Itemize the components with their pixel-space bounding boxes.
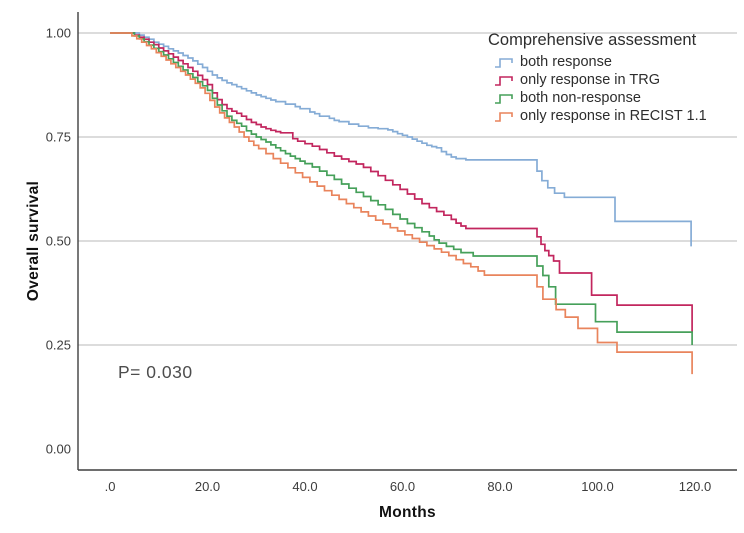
x-tick-labels: .0 20.0 40.0 60.0 80.0 100.0 120.0 xyxy=(105,479,712,494)
axes xyxy=(77,12,737,471)
legend-item: only response in TRG xyxy=(488,71,707,89)
y-tick-label: 1.00 xyxy=(46,26,71,41)
curve-both-response xyxy=(110,32,692,247)
legend-item-label: only response in RECIST 1.1 xyxy=(520,108,707,124)
x-tick-label: 120.0 xyxy=(679,479,712,494)
legend-line-swatch xyxy=(495,58,513,68)
legend-item: only response in RECIST 1.1 xyxy=(488,107,707,125)
y-tick-label: 0.25 xyxy=(46,338,71,353)
curve-only-response-in-trg xyxy=(110,32,693,333)
legend-line-swatch xyxy=(495,112,513,122)
x-tick-label: .0 xyxy=(105,479,116,494)
x-tick-label: 60.0 xyxy=(390,479,415,494)
legend-line-swatch xyxy=(495,76,513,86)
x-tick-label: 100.0 xyxy=(581,479,614,494)
curve-only-response-in-recist-1-1 xyxy=(110,32,693,375)
y-axis-title: Overall survival xyxy=(25,180,42,302)
legend-item-label: only response in TRG xyxy=(520,72,660,88)
curve-both-non-response xyxy=(110,32,693,345)
p-value-label: P= 0.030 xyxy=(118,362,193,382)
legend-line-swatch xyxy=(495,94,513,104)
legend-items: both response only response in TRG both … xyxy=(488,53,707,125)
y-tick-label: 0.00 xyxy=(46,442,71,457)
survival-curves xyxy=(110,32,693,375)
legend-item: both response xyxy=(488,53,707,71)
legend: Comprehensive assessment both response o… xyxy=(488,31,707,125)
legend-item-label: both non-response xyxy=(520,90,641,106)
legend-item-label: both response xyxy=(520,54,612,70)
y-tick-labels: 1.00 0.75 0.50 0.25 0.00 xyxy=(46,26,71,457)
legend-title: Comprehensive assessment xyxy=(488,31,697,49)
x-tick-label: 80.0 xyxy=(487,479,512,494)
x-tick-label: 40.0 xyxy=(292,479,317,494)
y-tick-label: 0.50 xyxy=(46,234,71,249)
x-axis-title: Months xyxy=(379,504,436,521)
legend-item: both non-response xyxy=(488,89,707,107)
y-tick-label: 0.75 xyxy=(46,130,71,145)
gridlines xyxy=(78,32,737,346)
x-tick-label: 20.0 xyxy=(195,479,220,494)
